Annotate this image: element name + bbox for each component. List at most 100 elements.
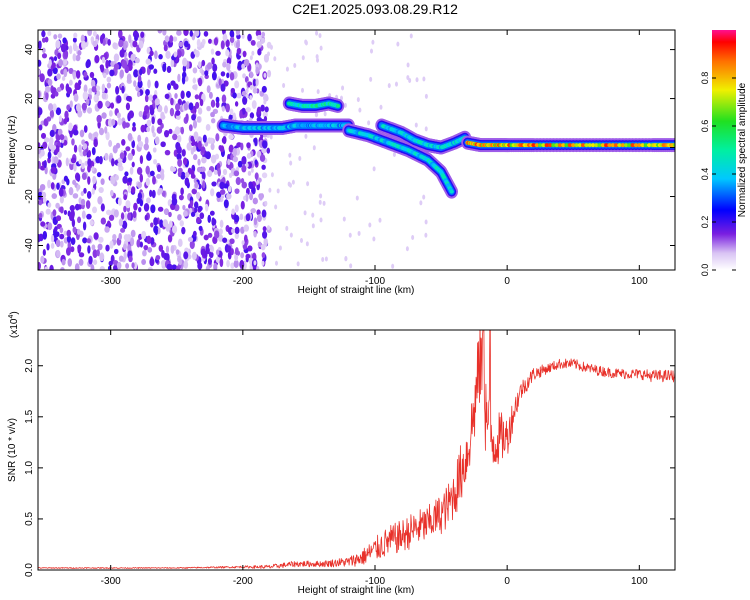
colorbar-tick-label: 0.6: [700, 120, 710, 133]
spectrogram-noise-blob: [131, 262, 135, 269]
spectrogram-noise-blob: [47, 202, 52, 208]
spectrogram-noise-blob: [66, 247, 71, 256]
spectrogram-noise-blob: [171, 197, 178, 206]
spectrogram-noise-blob: [192, 119, 198, 129]
spectrogram-noise-blob: [392, 151, 396, 157]
spectrogram-noise-blob: [122, 121, 127, 129]
spectrogram-noise-blob: [146, 153, 152, 161]
spectrogram-noise-blob: [394, 81, 398, 87]
spectrogram-noise-blob: [127, 152, 134, 161]
spectrogram-band-core: [627, 143, 632, 148]
spectrogram-noise-blob: [391, 263, 395, 269]
spectrogram-noise-blob: [100, 203, 105, 212]
snr-x-tick-label: -100: [365, 576, 385, 587]
spectrogram-noise-blob: [228, 172, 233, 179]
spectrogram-noise-blob: [229, 36, 235, 43]
spectrogram-band-core: [623, 143, 629, 148]
spectrogram-noise-blob: [100, 64, 105, 73]
spectrogram-noise-blob: [59, 206, 64, 214]
spectrogram-noise-blob: [196, 216, 201, 224]
spectrogram-noise-blob: [205, 151, 211, 160]
spectrogram-noise-blob: [405, 246, 409, 252]
spectrogram-noise-blob: [199, 98, 204, 107]
spectrogram-noise-blob: [242, 50, 247, 58]
spectrogram-noise-blob: [73, 32, 78, 39]
spectrogram-noise-blob: [89, 71, 95, 79]
spectrogram-noise-blob: [122, 175, 128, 184]
spectrogram-noise-blob: [123, 251, 127, 260]
spectrogram-noise-blob: [51, 62, 56, 69]
spectrogram-noise-blob: [156, 164, 162, 173]
spectrogram-noise-blob: [72, 129, 79, 136]
spectrogram-noise-blob: [63, 175, 69, 182]
spectrogram-noise-blob: [135, 32, 140, 39]
spectrogram-noise-blob: [178, 41, 184, 48]
spectrogram-noise-blob: [240, 142, 244, 151]
spectrogram-noise-blob: [228, 133, 234, 140]
spectrogram-noise-blob: [396, 41, 400, 47]
spectrogram-noise-blob: [152, 132, 156, 138]
spectrogram-noise-blob: [97, 243, 103, 251]
spectrogram-noise-blob: [210, 154, 217, 164]
snr-scale-close: ): [9, 311, 20, 314]
spectrogram-noise-blob: [76, 173, 81, 182]
spectrogram-noise-blob: [215, 249, 220, 256]
spectrogram-noise-blob: [318, 33, 322, 39]
spectrogram-noise-blob: [324, 256, 328, 262]
spectrogram-noise-blob: [139, 68, 143, 76]
spectrogram-noise-blob: [274, 204, 278, 210]
spectrogram-noise-blob: [152, 147, 157, 153]
spectrogram-noise-blob: [96, 249, 100, 257]
spectrogram-noise-blob: [201, 156, 207, 164]
snr-x-tick-label: -200: [233, 576, 253, 587]
spectrogram-noise-blob: [197, 158, 201, 166]
spectrogram-noise-blob: [63, 68, 68, 78]
spectrogram-noise-blob: [127, 212, 132, 221]
spectrogram-noise-blob: [63, 209, 68, 216]
spectrogram-noise-blob: [85, 60, 90, 69]
spectrogram-noise-blob: [38, 90, 41, 99]
spectrogram-noise-blob: [38, 68, 41, 76]
spectrogram-band-core: [633, 143, 639, 148]
spectrogram-noise-blob: [127, 184, 132, 194]
spectrogram-band-core: [580, 143, 586, 148]
spectrogram-noise-blob: [109, 189, 114, 197]
spectrogram-noise-blob: [194, 94, 200, 100]
spectrogram-noise-blob: [118, 255, 124, 262]
spectrogram-noise-blob: [176, 145, 182, 155]
spectrogram-noise-blob: [185, 113, 189, 123]
spectrogram-noise-blob: [203, 30, 209, 37]
snr-x-label: Height of straight line (km): [298, 585, 415, 596]
spectrogram-noise-blob: [143, 244, 149, 251]
spectrogram-noise-blob: [182, 204, 186, 211]
spectrogram-noise-blob: [154, 80, 159, 89]
spectrogram-noise-blob: [322, 200, 326, 206]
spectrogram-noise-blob: [235, 177, 241, 186]
spectrogram-noise-blob: [246, 142, 251, 149]
spectrogram-noise-blob: [133, 80, 137, 88]
spectrogram-noise-blob: [315, 30, 319, 36]
spectrogram-y-tick-label: 20: [24, 93, 35, 105]
spectrogram-noise-blob: [71, 138, 75, 146]
spectrogram-noise-blob: [75, 103, 82, 112]
spectrogram-noise-blob: [172, 36, 178, 42]
spectrogram-noise-blob: [234, 188, 240, 194]
spectrogram-noise-blob: [91, 206, 98, 214]
spectrogram-noise-blob: [267, 69, 272, 78]
spectrogram-band-core: [643, 143, 649, 148]
snr-plot-area: [38, 330, 675, 570]
spectrogram-noise-blob: [93, 95, 98, 102]
spectrogram-noise-blob: [145, 165, 150, 175]
spectrogram-noise-blob: [67, 258, 73, 267]
spectrogram-noise-blob: [83, 143, 88, 150]
spectrogram-noise-blob: [53, 156, 59, 165]
colorbar-gradient: [712, 30, 736, 270]
spectrogram-noise-blob: [38, 59, 42, 67]
spectrogram-noise-blob: [264, 106, 269, 113]
snr-x-ticks: -300 -200 -100 0 100: [101, 330, 648, 587]
spectrogram-noise-blob: [97, 100, 103, 109]
spectrogram-noise-blob: [77, 216, 82, 224]
spectrogram-noise-blob: [226, 62, 231, 71]
spectrogram-noise-blob: [424, 126, 428, 132]
